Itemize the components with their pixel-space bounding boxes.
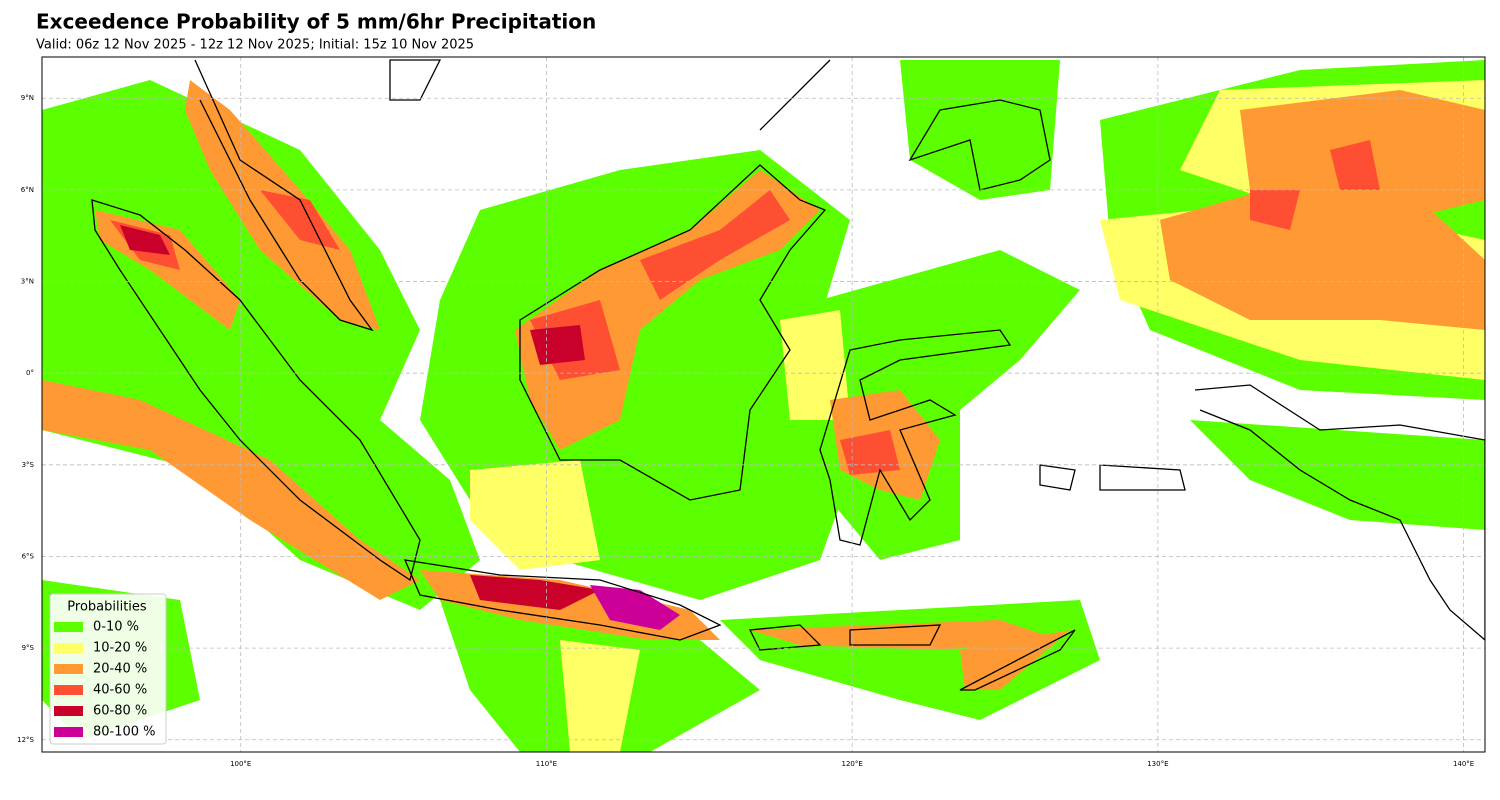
- y-tick-label: 6°S: [22, 552, 35, 560]
- x-tick-label: 130°E: [1147, 760, 1168, 768]
- map-area: [42, 57, 1485, 752]
- y-tick-label: 9°S: [22, 644, 35, 652]
- x-tick-label: 120°E: [842, 760, 863, 768]
- x-tick-label: 110°E: [536, 760, 557, 768]
- legend-label: 60-80 %: [93, 704, 147, 719]
- title: Exceedence Probability of 5 mm/6hr Preci…: [36, 10, 596, 34]
- map-frame: [41, 56, 1486, 753]
- y-tick-label: 3°N: [21, 278, 34, 286]
- legend-label: 0-10 %: [93, 620, 139, 635]
- legend: Probabilities 0-10 % 10-20 % 20-40 % 40-60 …: [49, 593, 167, 745]
- legend-swatch: [54, 643, 83, 653]
- legend-label: 40-60 %: [93, 683, 147, 698]
- x-tick-label: 100°E: [230, 760, 251, 768]
- legend-label: 10-20 %: [93, 641, 147, 656]
- legend-swatch: [54, 664, 83, 674]
- x-tick-label: 140°E: [1453, 760, 1474, 768]
- y-tick-label: 6°N: [21, 186, 34, 194]
- legend-swatch: [54, 706, 83, 716]
- y-tick-label: 12°S: [17, 736, 34, 744]
- coastlines: [91, 59, 1485, 691]
- y-tick-label: 0°: [26, 369, 34, 377]
- legend-title: Probabilities: [67, 600, 147, 615]
- legend-swatch: [54, 727, 83, 737]
- legend-label: 20-40 %: [93, 662, 147, 677]
- y-tick-label: 3°S: [22, 461, 35, 469]
- legend-swatch: [54, 622, 83, 632]
- subtitle: Valid: 06z 12 Nov 2025 - 12z 12 Nov 2025…: [36, 38, 474, 53]
- legend-swatch: [54, 685, 83, 695]
- y-tick-label: 9°N: [21, 94, 34, 102]
- legend-label: 80-100 %: [93, 725, 156, 740]
